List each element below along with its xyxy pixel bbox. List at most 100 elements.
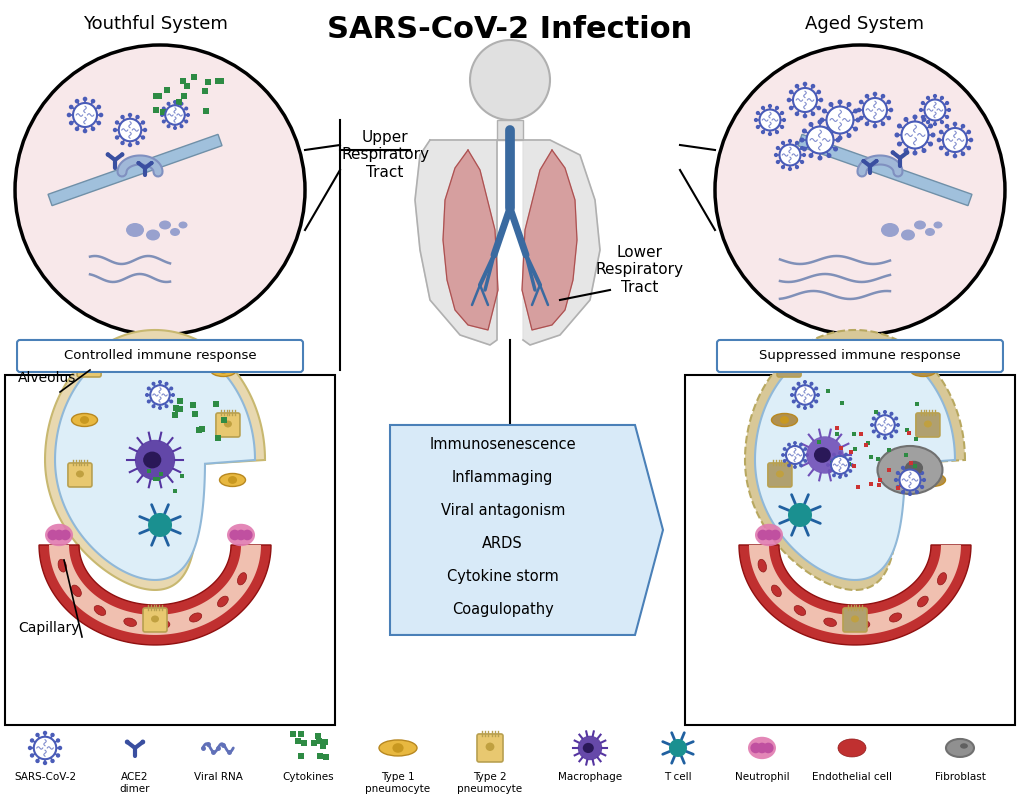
Circle shape [783,460,785,462]
Circle shape [816,90,819,94]
Circle shape [69,106,72,109]
Circle shape [833,147,837,150]
Ellipse shape [775,470,784,478]
Circle shape [54,530,64,540]
Circle shape [763,530,773,540]
Circle shape [932,122,935,126]
Ellipse shape [485,742,494,751]
Circle shape [832,454,835,456]
Circle shape [29,746,32,750]
Circle shape [167,102,169,105]
Circle shape [830,456,848,474]
Circle shape [904,150,909,154]
Circle shape [184,120,187,122]
Text: Macrophage: Macrophage [557,772,622,782]
Circle shape [15,45,305,335]
Text: Lower
Respiratory
Tract: Lower Respiratory Tract [595,245,684,295]
Circle shape [141,739,145,744]
Circle shape [895,133,898,137]
Circle shape [115,136,118,139]
Circle shape [966,130,969,134]
Circle shape [69,122,72,125]
Ellipse shape [747,737,775,759]
Circle shape [912,151,916,154]
Circle shape [808,122,812,126]
Circle shape [899,470,919,490]
FancyBboxPatch shape [477,734,502,762]
Circle shape [805,436,843,474]
Circle shape [802,129,805,133]
Text: Immunosenescence: Immunosenescence [429,438,576,453]
Circle shape [870,424,872,426]
Circle shape [148,400,150,402]
Circle shape [787,464,790,466]
Circle shape [826,464,828,466]
Circle shape [769,530,780,540]
Text: Cytokines: Cytokines [282,772,333,782]
Ellipse shape [918,474,945,486]
Circle shape [897,142,901,146]
Circle shape [774,106,777,110]
Ellipse shape [217,596,228,607]
Circle shape [872,124,875,127]
Ellipse shape [71,414,98,426]
Circle shape [668,739,687,757]
Text: Viral antagonism: Viral antagonism [440,503,565,518]
Circle shape [162,120,165,122]
Circle shape [844,454,847,456]
Circle shape [887,100,890,103]
Circle shape [864,122,868,126]
Circle shape [135,440,175,480]
Circle shape [150,161,154,165]
Circle shape [862,98,887,122]
Ellipse shape [151,615,159,622]
Circle shape [809,382,812,385]
Circle shape [781,142,784,144]
Circle shape [768,105,770,107]
Circle shape [121,142,124,145]
Circle shape [165,106,184,125]
Circle shape [838,452,841,454]
Circle shape [56,754,59,757]
Polygon shape [744,330,964,590]
Circle shape [774,130,777,134]
Circle shape [896,424,899,426]
Circle shape [928,142,931,146]
Circle shape [788,139,791,142]
Circle shape [966,146,969,150]
Text: Suppressed immune response: Suppressed immune response [758,350,960,362]
Ellipse shape [392,743,404,753]
Polygon shape [797,134,971,206]
Circle shape [808,154,812,158]
Circle shape [897,124,901,128]
Circle shape [792,387,794,390]
Circle shape [828,134,832,138]
Circle shape [97,106,101,109]
Circle shape [577,736,601,760]
Circle shape [859,100,862,103]
Circle shape [890,150,894,154]
Circle shape [67,114,70,117]
Polygon shape [55,340,255,580]
Text: Capillary: Capillary [18,621,79,635]
Circle shape [901,466,904,470]
Ellipse shape [945,739,973,757]
Circle shape [874,415,894,434]
Circle shape [714,45,1004,335]
Circle shape [793,466,796,468]
Circle shape [915,490,917,494]
Circle shape [805,454,807,456]
Circle shape [75,127,78,130]
Circle shape [968,138,972,142]
Circle shape [921,118,925,122]
Text: SARS-CoV-2: SARS-CoV-2 [14,772,76,782]
Circle shape [124,739,129,744]
Circle shape [903,118,907,122]
Circle shape [857,108,860,111]
Circle shape [170,387,172,390]
Ellipse shape [900,230,914,241]
Ellipse shape [379,740,417,756]
Ellipse shape [936,573,946,585]
Circle shape [173,101,176,103]
Ellipse shape [904,461,922,475]
